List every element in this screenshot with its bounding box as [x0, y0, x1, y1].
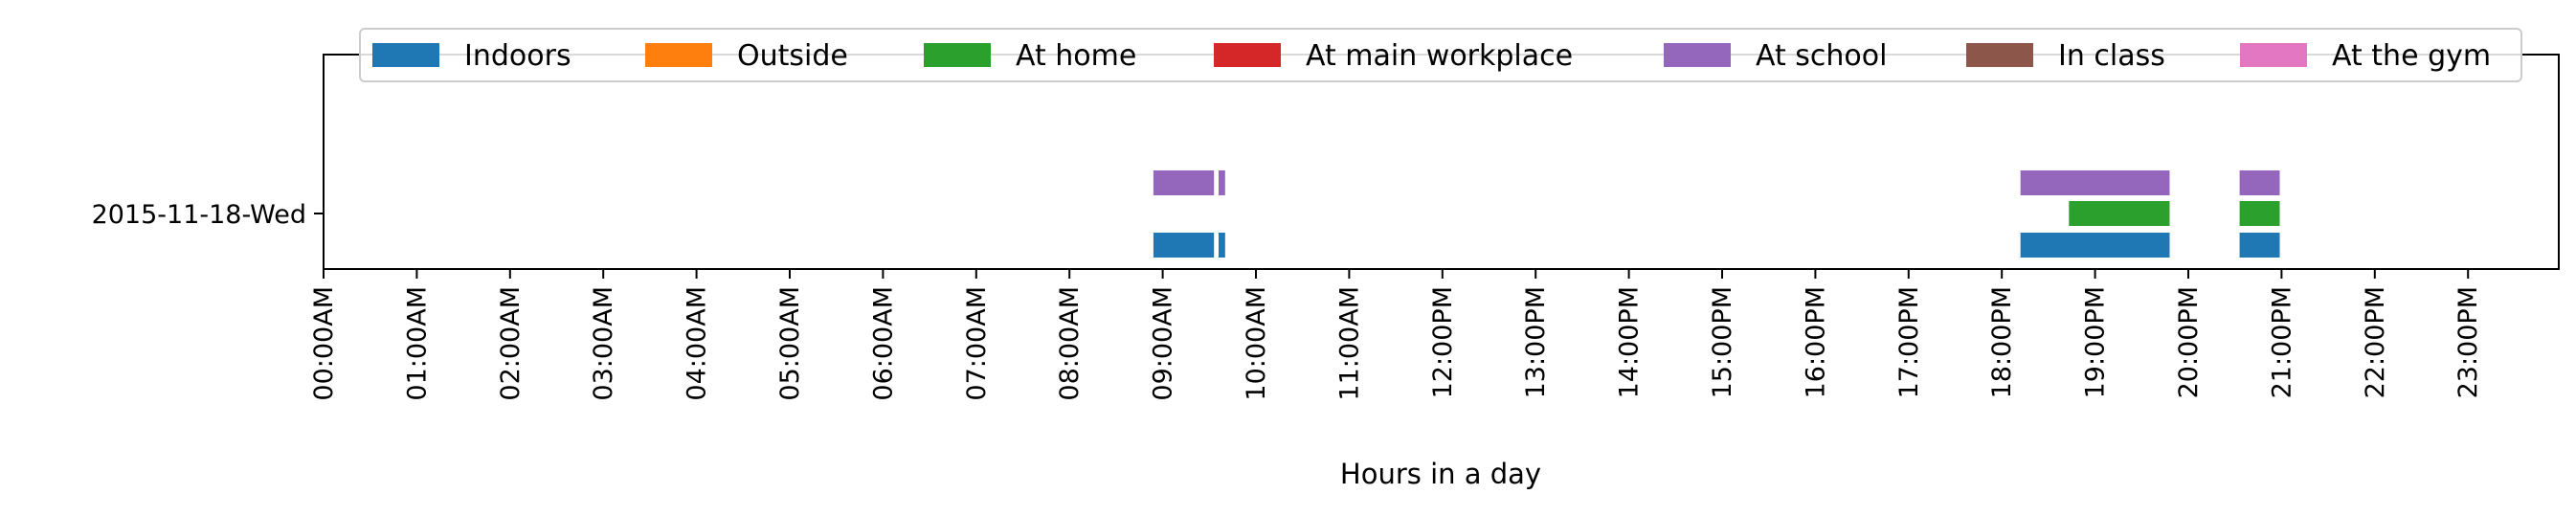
bar-indoors-3 [2239, 233, 2280, 258]
y-tick-label: 2015-11-18-Wed [92, 200, 306, 230]
x-tick-label: 11:00AM [1334, 286, 1364, 401]
bar-at-school-3 [2239, 170, 2280, 195]
x-tick-label: 00:00AM [309, 286, 339, 401]
legend-swatch-in-class [1966, 43, 2033, 67]
activity-bars [1153, 170, 2280, 258]
x-tick-label: 02:00AM [496, 286, 526, 401]
x-tick-label: 18:00PM [1987, 286, 2017, 398]
bar-indoors-1 [1219, 233, 1225, 258]
x-tick-label: 14:00PM [1615, 286, 1645, 398]
x-tick-label: 20:00PM [2174, 286, 2204, 398]
bar-at-home-0 [2069, 201, 2170, 226]
x-axis: 00:00AM 01:00AM 02:00AM 03:00AM 04:00AM 05:00… [309, 269, 2483, 401]
x-tick-label: 04:00AM [683, 286, 712, 401]
bar-at-school-1 [1219, 170, 1225, 195]
x-axis-title: Hours in a day [1340, 458, 1541, 490]
legend-swatch-at-main-workplace [1214, 43, 1281, 67]
x-tick-label: 09:00AM [1149, 286, 1178, 401]
bar-at-school-0 [1153, 170, 1215, 195]
bar-indoors-0 [1153, 233, 1215, 258]
x-tick-label: 08:00AM [1055, 286, 1085, 401]
x-tick-label: 03:00AM [589, 286, 618, 401]
bar-indoors-2 [2020, 233, 2170, 258]
legend-swatch-at-the-gym [2240, 43, 2307, 67]
legend-label-at-school: At school [1756, 39, 1887, 73]
y-axis: 2015-11-18-Wed [92, 200, 324, 230]
legend-label-at-the-gym: At the gym [2332, 39, 2491, 73]
x-tick-label: 05:00AM [775, 286, 805, 401]
plot-frame [323, 54, 2560, 270]
x-tick-label: 12:00PM [1428, 286, 1458, 398]
x-tick-label: 13:00PM [1521, 286, 1551, 398]
x-tick-label: 07:00AM [962, 286, 992, 401]
legend-swatch-at-school [1664, 43, 1731, 67]
legend-label-at-main-workplace: At main workplace [1306, 39, 1573, 73]
legend-swatch-outside [645, 43, 712, 67]
x-tick-label: 16:00PM [1801, 286, 1830, 398]
legend-swatch-at-home [924, 43, 991, 67]
legend-label-at-home: At home [1016, 39, 1136, 73]
bar-at-home-1 [2239, 201, 2280, 226]
x-tick-label: 10:00AM [1242, 286, 1271, 401]
x-tick-label: 23:00PM [2453, 286, 2483, 398]
x-tick-label: 22:00PM [2361, 286, 2390, 398]
legend-swatch-indoors [372, 43, 439, 67]
x-tick-label: 21:00PM [2267, 286, 2296, 398]
x-tick-label: 15:00PM [1708, 286, 1737, 398]
legend-label-indoors: Indoors [464, 39, 571, 73]
legend-box [359, 28, 2522, 82]
x-tick-label: 01:00AM [402, 286, 432, 401]
x-tick-label: 06:00AM [868, 286, 898, 401]
x-tick-label: 17:00PM [1894, 286, 1924, 398]
bar-at-school-2 [2020, 170, 2170, 195]
legend-label-in-class: In class [2058, 39, 2165, 73]
legend-label-outside: Outside [737, 39, 848, 73]
legend: Indoors Outside At home At main workplace At… [359, 28, 2522, 82]
x-tick-label: 19:00PM [2081, 286, 2111, 398]
